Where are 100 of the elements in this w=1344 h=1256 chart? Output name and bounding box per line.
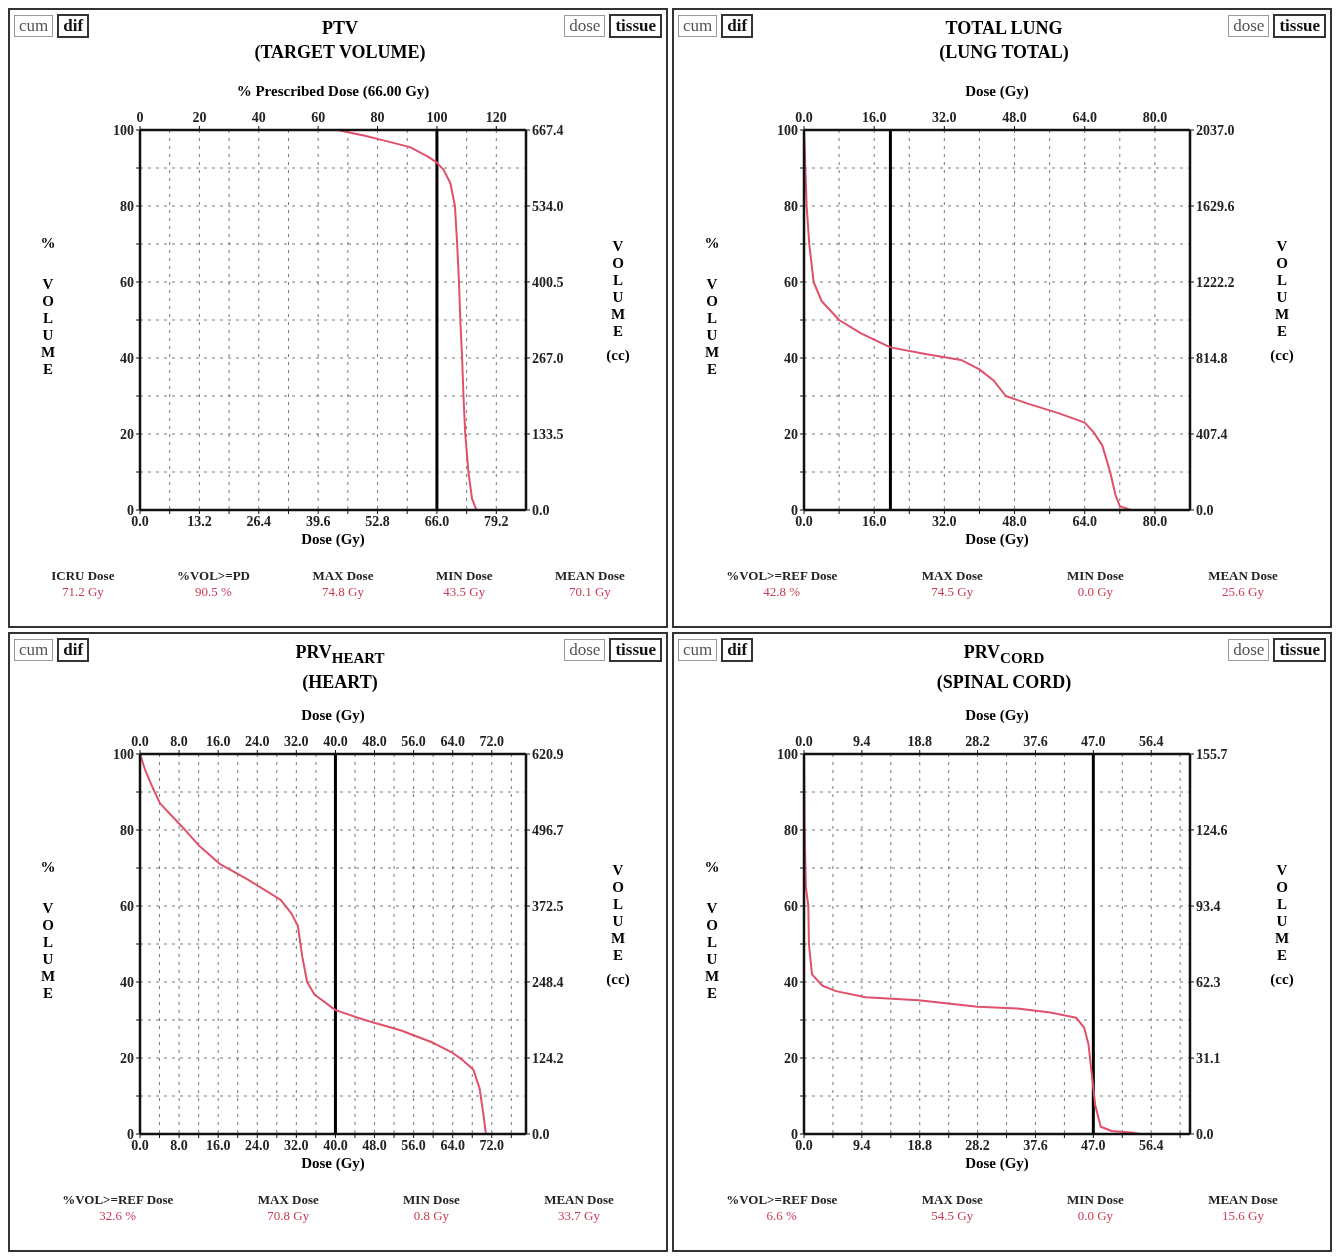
x2-tick-label: 0.0 — [795, 110, 813, 125]
toggle-button: dose — [1228, 639, 1270, 661]
text: 74.8 Gy — [321, 584, 365, 600]
x2-tick-label: 37.6 — [1023, 734, 1048, 749]
text: 0.0 Gy — [1076, 1208, 1115, 1224]
y-tick-label: 100 — [113, 122, 134, 138]
text: 70.8 Gy — [266, 1208, 311, 1224]
y-tick-label: 60 — [784, 898, 798, 914]
x2-axis-title: % Prescribed Dose (66.00 Gy) — [235, 83, 431, 100]
text: MAX Dose — [312, 568, 374, 584]
x-tick-label: 64.0 — [1072, 513, 1097, 529]
x-tick-label: 64.0 — [440, 1137, 465, 1153]
y2-tick-label: 407.4 — [1196, 426, 1228, 442]
y-tick-label: 20 — [784, 426, 798, 442]
text: %VOL>=REF Dose — [726, 568, 838, 584]
y2-tick-label: 133.5 — [532, 426, 564, 442]
x2-tick-label: 47.0 — [1081, 734, 1106, 749]
x-tick-label: 47.0 — [1081, 1137, 1106, 1153]
y-tick-label: 20 — [784, 1050, 798, 1066]
text: % VOLUME — [704, 859, 720, 1001]
y2-tick-label: 667.4 — [532, 122, 564, 138]
x-tick-label: 16.0 — [861, 513, 887, 529]
y2-tick-label: 31.1 — [1196, 1051, 1221, 1067]
x2-tick-label: 8.0 — [170, 734, 188, 749]
y2-tick-label: 267.0 — [532, 350, 564, 366]
chart-title: PRV$_{HEART}$ — [294, 641, 386, 668]
y2-tick-label: 248.4 — [532, 974, 564, 990]
toggle-button: cum — [14, 15, 54, 37]
y2-tick-label: 372.5 — [532, 898, 564, 914]
x2-tick-label: 56.4 — [1138, 734, 1164, 749]
x2-tick-label: 80 — [370, 110, 385, 125]
x2-tick-label: 48.0 — [1002, 110, 1027, 125]
y-tick-label: 40 — [784, 350, 798, 366]
x2-tick-label: 32.0 — [284, 734, 309, 749]
x2-tick-label: 16.0 — [205, 734, 231, 749]
x2-tick-label: 60 — [311, 110, 326, 125]
toggle-button: cum — [678, 15, 718, 37]
text: 0.0 Gy — [1076, 584, 1115, 600]
y2-tick-label: 0.0 — [532, 502, 550, 518]
toggle-button: dif — [721, 638, 754, 662]
x-tick-label: 8.0 — [170, 1137, 188, 1153]
text: ICRU Dose — [51, 568, 115, 584]
y-tick-label: 40 — [120, 974, 134, 990]
text: 54.5 Gy — [930, 1208, 975, 1224]
y-tick-label: 0 — [127, 502, 134, 518]
y-tick-label: 20 — [120, 1050, 134, 1066]
x-tick-label: 28.2 — [965, 1137, 990, 1153]
x-tick-label: 39.6 — [305, 513, 331, 529]
x-tick-label: 52.8 — [365, 513, 390, 529]
x2-axis-title: Dose (Gy) — [964, 707, 1030, 724]
text: MIN Dose — [1067, 1192, 1124, 1208]
text: % VOLUME — [704, 235, 720, 377]
x-axis-title: Dose (Gy) — [300, 531, 366, 548]
y2-axis-title: VOLUME (cc) — [605, 238, 631, 364]
text: 25.6 Gy — [1221, 584, 1265, 600]
y-tick-label: 40 — [120, 350, 134, 366]
y-tick-label: 0 — [791, 502, 798, 518]
x-tick-label: 56.0 — [401, 1137, 426, 1153]
x-tick-label: 24.0 — [245, 1137, 270, 1153]
text: MAX Dose — [921, 1192, 983, 1208]
x-tick-label: 13.2 — [187, 513, 212, 529]
text: MEAN Dose — [555, 568, 625, 584]
x-tick-label: 72.0 — [479, 1137, 505, 1153]
text: % VOLUME — [40, 859, 56, 1001]
toggle-button: cum — [678, 639, 718, 661]
text: 70.1 Gy — [567, 584, 612, 600]
toggle-button: dif — [721, 14, 754, 38]
y-tick-label: 100 — [777, 122, 798, 138]
x2-tick-label: 72.0 — [479, 734, 505, 749]
toggle-button: tissue — [1273, 638, 1326, 662]
y-tick-label: 20 — [120, 426, 134, 442]
toggle-button: dose — [564, 15, 606, 37]
y2-tick-label: 0.0 — [1196, 1126, 1214, 1142]
x2-tick-label: 64.0 — [440, 734, 465, 749]
y2-tick-label: 2037.0 — [1196, 122, 1235, 138]
toggle-button: cum — [14, 639, 54, 661]
x2-tick-label: 20 — [192, 110, 207, 125]
y-tick-label: 100 — [113, 746, 134, 762]
x2-tick-label: 9.4 — [853, 734, 871, 749]
y-tick-label: 80 — [120, 198, 134, 214]
text: MEAN Dose — [544, 1192, 614, 1208]
x-tick-label: 32.0 — [284, 1137, 309, 1153]
y2-tick-label: 0.0 — [1196, 502, 1214, 518]
x-tick-label: 18.8 — [907, 1137, 932, 1153]
toggle-button: tissue — [609, 14, 662, 38]
text: MIN Dose — [403, 1192, 460, 1208]
toggle-button: tissue — [1273, 14, 1326, 38]
text: %VOL>=REF Dose — [62, 1192, 174, 1208]
y-tick-label: 80 — [120, 822, 134, 838]
y-tick-label: 60 — [784, 274, 798, 290]
y2-tick-label: 124.6 — [1196, 822, 1228, 838]
y-tick-label: 80 — [784, 822, 798, 838]
text: 71.2 Gy — [60, 584, 105, 600]
text: % VOLUME — [40, 235, 56, 377]
x2-tick-label: 64.0 — [1072, 110, 1097, 125]
y-tick-label: 0 — [127, 1126, 134, 1142]
x-tick-label: 26.4 — [246, 513, 272, 529]
text: MIN Dose — [435, 568, 493, 584]
x-tick-label: 16.0 — [205, 1137, 231, 1153]
text: MEAN Dose — [1208, 568, 1278, 584]
